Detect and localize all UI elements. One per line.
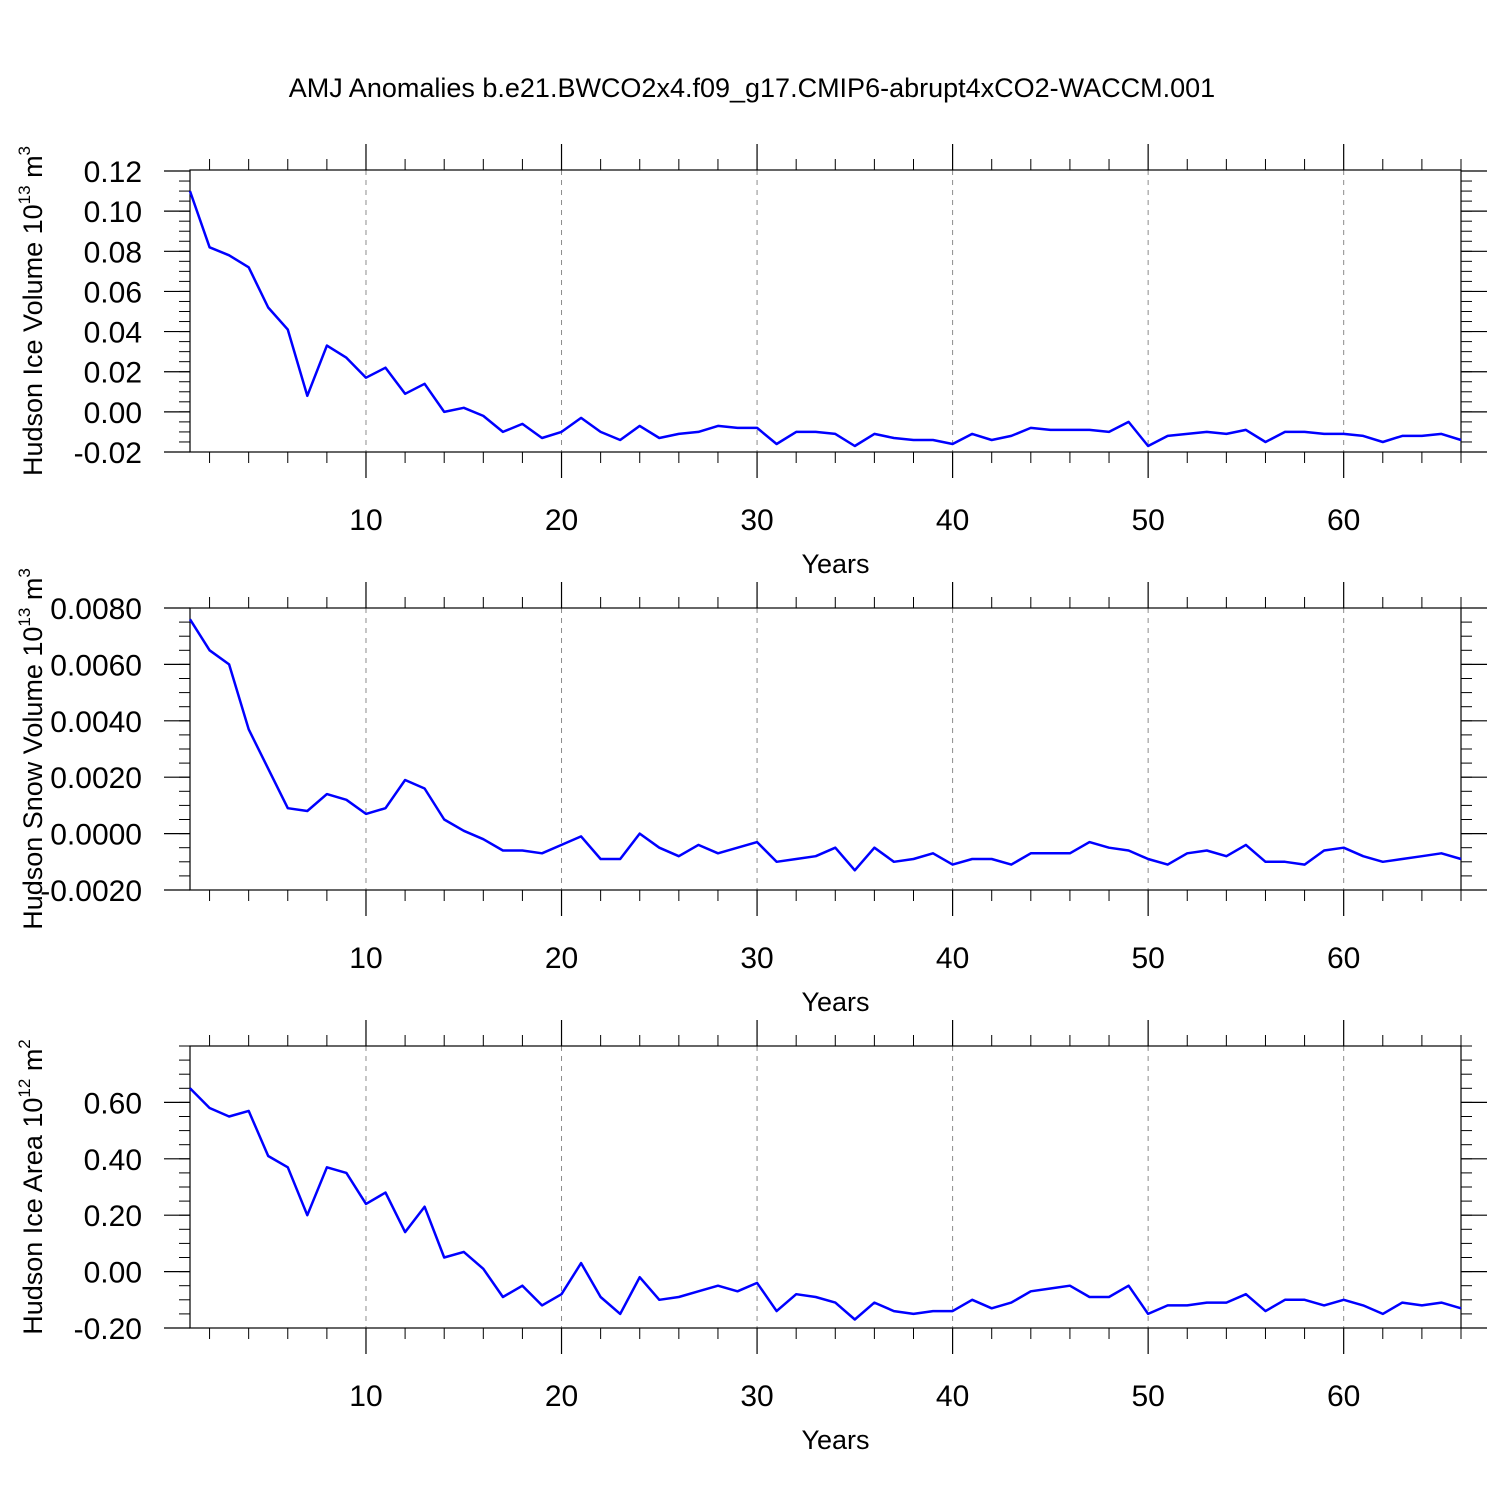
y-tick-label: -0.0020	[40, 875, 142, 908]
x-tick-label: 50	[1131, 942, 1164, 975]
x-tick-label: 20	[545, 504, 578, 537]
y-tick-label: 0.60	[84, 1087, 142, 1120]
x-tick-label: 40	[936, 942, 969, 975]
x-tick-label: 60	[1327, 1380, 1360, 1413]
y-axis-label: Hudson Ice Area 1012 m2	[15, 1039, 48, 1335]
y-tick-label: 0.0020	[50, 762, 142, 795]
data-line-snow-volume	[188, 618, 1462, 872]
plot-frame	[189, 607, 1462, 891]
panel-ice-volume: 10 20 30 40 50 60 -0.02 0.00 0.02 0.04 0.06 0.08 0.1…	[15, 144, 1487, 579]
y-tick-label: 0.02	[84, 357, 142, 390]
x-tick-label: 40	[936, 504, 969, 537]
y-tick-label: -0.02	[74, 437, 142, 470]
x-tick-label: 40	[936, 1380, 969, 1413]
panel-ice-area: 10 20 30 40 50 60 -0.20 0.00 0.20 0.40 0.60 Years Hu…	[15, 1020, 1487, 1455]
x-axis-label: Years	[801, 1425, 869, 1455]
data-line-ice-volume	[188, 190, 1462, 448]
plot-frame	[189, 169, 1462, 453]
y-tick-label: 0.0060	[50, 649, 142, 682]
y-tick-label: -0.20	[74, 1313, 142, 1346]
y-tick-label: 0.08	[84, 236, 142, 269]
y-tick-label: 0.20	[84, 1200, 142, 1233]
y-tick-label: 0.10	[84, 196, 142, 229]
y-tick-label: 0.04	[84, 317, 142, 350]
x-axis-label: Years	[801, 549, 869, 579]
data-line-ice-area	[189, 1087, 1462, 1321]
y-tick-label: 0.0000	[50, 819, 142, 852]
y-tick-label: 0.00	[84, 1257, 142, 1290]
figure-title: AMJ Anomalies b.e21.BWCO2x4.f09_g17.CMIP…	[289, 73, 1215, 103]
y-axis-label: Hudson Ice Volume 1013 m3	[15, 146, 48, 476]
y-tick-label: 0.0080	[50, 593, 142, 626]
x-tick-label: 20	[545, 942, 578, 975]
y-tick-label: 0.06	[84, 276, 142, 309]
y-tick-label: 0.40	[84, 1144, 142, 1177]
y-tick-label: 0.0040	[50, 706, 142, 739]
x-tick-label: 60	[1327, 942, 1360, 975]
x-tick-label: 50	[1131, 504, 1164, 537]
x-tick-label: 10	[349, 504, 382, 537]
x-tick-label: 30	[740, 1380, 773, 1413]
panels: 10 20 30 40 50 60 -0.02 0.00 0.02 0.04 0.06 0.08 0.1…	[15, 144, 1487, 1455]
y-axis-label: Hudson Snow Volume 1013 m3	[15, 568, 48, 930]
x-tick-label: 30	[740, 504, 773, 537]
panel-snow-volume: 10 20 30 40 50 60 -0.0020 0.0000 0.0020 0.0040 0.0…	[15, 568, 1487, 1017]
x-tick-label: 30	[740, 942, 773, 975]
x-tick-label: 50	[1131, 1380, 1164, 1413]
y-tick-label: 0.00	[84, 397, 142, 430]
y-tick-label: 0.12	[84, 156, 142, 189]
x-tick-label: 10	[349, 1380, 382, 1413]
plot-frame	[189, 1045, 1462, 1329]
x-tick-label: 20	[545, 1380, 578, 1413]
x-tick-label: 10	[349, 942, 382, 975]
x-axis-label: Years	[801, 987, 869, 1017]
x-tick-label: 60	[1327, 504, 1360, 537]
